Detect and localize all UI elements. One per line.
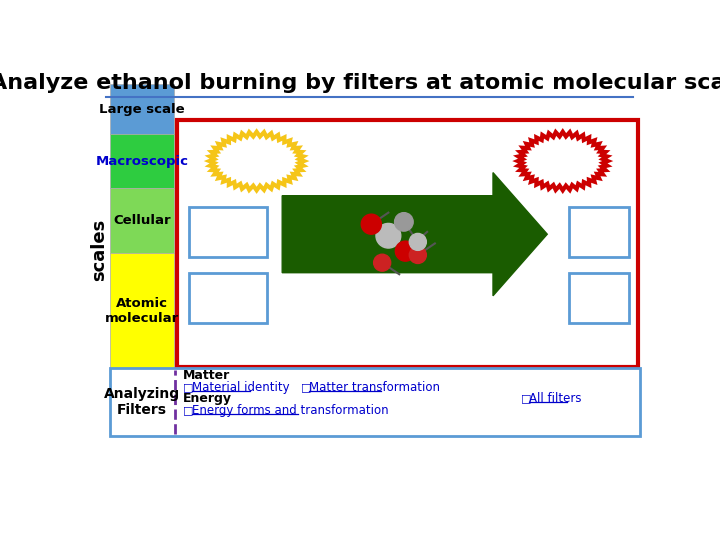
- FancyBboxPatch shape: [110, 188, 174, 253]
- Text: □: □: [301, 382, 311, 393]
- Text: □: □: [183, 382, 194, 393]
- Text: Matter transformation: Matter transformation: [310, 381, 441, 394]
- Text: □: □: [183, 406, 194, 416]
- Circle shape: [374, 254, 391, 271]
- Text: All filters: All filters: [529, 392, 582, 404]
- Text: Material identity: Material identity: [192, 381, 289, 394]
- Circle shape: [395, 241, 415, 261]
- Text: Energy forms and transformation: Energy forms and transformation: [192, 404, 388, 417]
- FancyBboxPatch shape: [110, 368, 640, 436]
- Text: Cellular: Cellular: [113, 214, 171, 227]
- FancyBboxPatch shape: [110, 134, 174, 188]
- Text: Analyzing
Filters: Analyzing Filters: [104, 387, 180, 417]
- Circle shape: [361, 214, 382, 234]
- FancyBboxPatch shape: [177, 120, 638, 367]
- Text: □: □: [521, 393, 531, 403]
- FancyBboxPatch shape: [189, 207, 266, 257]
- Text: Atomic
molecular: Atomic molecular: [105, 297, 179, 325]
- Circle shape: [409, 233, 426, 251]
- Text: Matter: Matter: [183, 369, 230, 382]
- Text: Energy: Energy: [183, 392, 232, 404]
- Circle shape: [376, 224, 401, 248]
- FancyBboxPatch shape: [110, 253, 174, 369]
- FancyBboxPatch shape: [569, 273, 629, 323]
- Circle shape: [409, 247, 426, 264]
- Text: Macroscopic: Macroscopic: [96, 154, 189, 167]
- FancyBboxPatch shape: [189, 273, 266, 323]
- FancyBboxPatch shape: [569, 207, 629, 257]
- Text: Analyze ethanol burning by filters at atomic molecular scale: Analyze ethanol burning by filters at at…: [0, 72, 720, 92]
- Circle shape: [395, 213, 413, 231]
- Text: Large scale: Large scale: [99, 103, 185, 116]
- Text: scales: scales: [90, 219, 108, 281]
- FancyBboxPatch shape: [110, 84, 174, 134]
- Polygon shape: [282, 173, 547, 296]
